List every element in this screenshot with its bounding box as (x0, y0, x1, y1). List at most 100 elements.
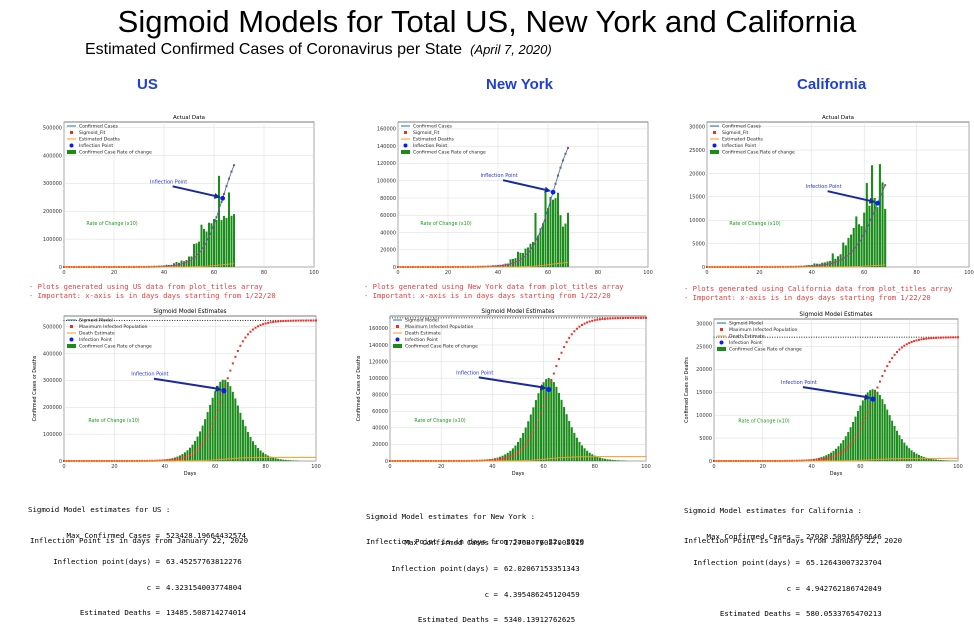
sigmoid-model-point (242, 340, 244, 342)
actual-y-tick-label: 500000 (43, 125, 62, 131)
sigmoid-model-point (214, 416, 216, 418)
max-infected-point (875, 337, 876, 338)
sigmoid-model-point (835, 454, 837, 456)
max-infected-point (179, 320, 180, 321)
model-chart-title: Sigmoid Model Estimates (799, 312, 872, 318)
model-legend-swatch (396, 325, 399, 328)
us-inflection-note: Inflection Point is in days from January… (30, 536, 248, 545)
max-infected-point (538, 317, 539, 318)
sigmoid-model-point (540, 412, 542, 414)
rate-bar (542, 224, 544, 267)
rate-bar (886, 410, 888, 461)
estimate-row: c =4.395486245120459 (366, 591, 584, 600)
max-infected-point (235, 320, 236, 321)
rate-bar (567, 213, 569, 267)
sigmoid-model-point (525, 444, 527, 446)
actual-x-tick-label: 40 (495, 270, 501, 276)
max-infected-point (114, 320, 115, 321)
rate-bar (607, 459, 609, 461)
sigmoid-model-point (952, 336, 954, 338)
max-infected-point (222, 320, 223, 321)
rate-bar (599, 458, 601, 461)
actual-x-tick-label: 100 (964, 270, 974, 276)
rate-bar (530, 244, 532, 267)
sigmoid-model-point (852, 440, 854, 442)
max-infected-point (515, 317, 516, 318)
rate-of-change-label: Rate of Change (x10) (88, 418, 139, 424)
max-infected-point (402, 317, 403, 318)
model-y-tick-label: 100000 (369, 376, 388, 382)
rate-bar (858, 224, 860, 267)
sigmoid-model-point (209, 429, 211, 431)
max-infected-point (558, 317, 559, 318)
estimate-label: Inflection point(days) = (28, 558, 160, 567)
model-inflection-label: Inflection Point (131, 372, 168, 378)
actual-legend-label: Confirmed Cases (722, 124, 762, 130)
rate-bar (557, 193, 559, 267)
actual-x-tick-label: 60 (211, 270, 217, 276)
sigmoid-model-point (553, 373, 555, 375)
rate-bar (584, 448, 586, 461)
rate-bar (859, 406, 861, 461)
sigmoid-model-point (509, 455, 511, 457)
sigmoid-model-point (270, 321, 272, 323)
estimate-row: c =4.323154003774804 (28, 584, 246, 593)
sigmoid-model-point (499, 458, 501, 460)
sigmoid-model-point (249, 331, 251, 333)
actual-x-tick-label: 0 (396, 270, 399, 276)
max-infected-point (767, 337, 768, 338)
max-infected-point (548, 317, 549, 318)
max-infected-point (477, 317, 478, 318)
inflection-point-marker (870, 396, 875, 401)
max-infected-point (129, 320, 130, 321)
max-infected-point (821, 337, 822, 338)
sigmoid-model-point (589, 321, 591, 323)
max-infected-point (471, 317, 472, 318)
max-infected-point (833, 337, 834, 338)
sigmoid-model-point (957, 336, 959, 338)
max-infected-point (906, 337, 907, 338)
rate-bar (879, 395, 881, 461)
sigmoid-model-point (272, 321, 274, 323)
max-infected-point (794, 337, 795, 338)
estimates-title: Sigmoid Model estimates for New York : (366, 513, 584, 522)
rate-bar (945, 460, 947, 461)
note-line: - Important: x-axis is in days days star… (684, 293, 931, 302)
rate-bar (867, 392, 869, 461)
actual-legend-swatch (70, 144, 74, 148)
actual-chart-title: Actual Data (822, 115, 854, 121)
rate-bar (223, 216, 225, 267)
actual-legend-label: Estimated Deaths (413, 137, 455, 143)
max-infected-point (392, 317, 393, 318)
state-label-california: California (797, 76, 866, 93)
sigmoid-model-point (632, 317, 634, 319)
max-infected-point (723, 337, 724, 338)
sigmoid-model-point (928, 337, 930, 339)
max-infected-point (119, 320, 120, 321)
actual-y-tick-label: 30000 (689, 124, 705, 130)
sigmoid-model-point (640, 317, 642, 319)
max-infected-point (853, 337, 854, 338)
actual-x-tick-label: 80 (261, 270, 267, 276)
sigmoid-model-point (596, 319, 598, 321)
state-label-us: US (137, 76, 158, 93)
max-infected-point (718, 337, 719, 338)
sigmoid-model-point (609, 317, 611, 319)
sigmoid-model-point (923, 338, 925, 340)
sigmoid-model-point (825, 457, 827, 459)
sigmoid-model-point (224, 385, 226, 387)
sigmoid-model-point (828, 457, 830, 459)
max-infected-point (474, 317, 475, 318)
sigmoid-model-point (937, 337, 939, 339)
max-infected-point (220, 320, 221, 321)
note-line: - Plots generated using New York data fr… (364, 282, 624, 291)
max-infected-point (543, 317, 544, 318)
max-infected-point (505, 317, 506, 318)
estimate-label: Estimated Deaths = (684, 610, 800, 619)
model-x-tick-label: 0 (388, 464, 391, 470)
rate-bar (571, 427, 573, 461)
sigmoid-model-point (307, 320, 309, 322)
actual-legend-label: Inflection Point (79, 143, 113, 149)
max-infected-point (592, 317, 593, 318)
max-infected-point (551, 317, 552, 318)
